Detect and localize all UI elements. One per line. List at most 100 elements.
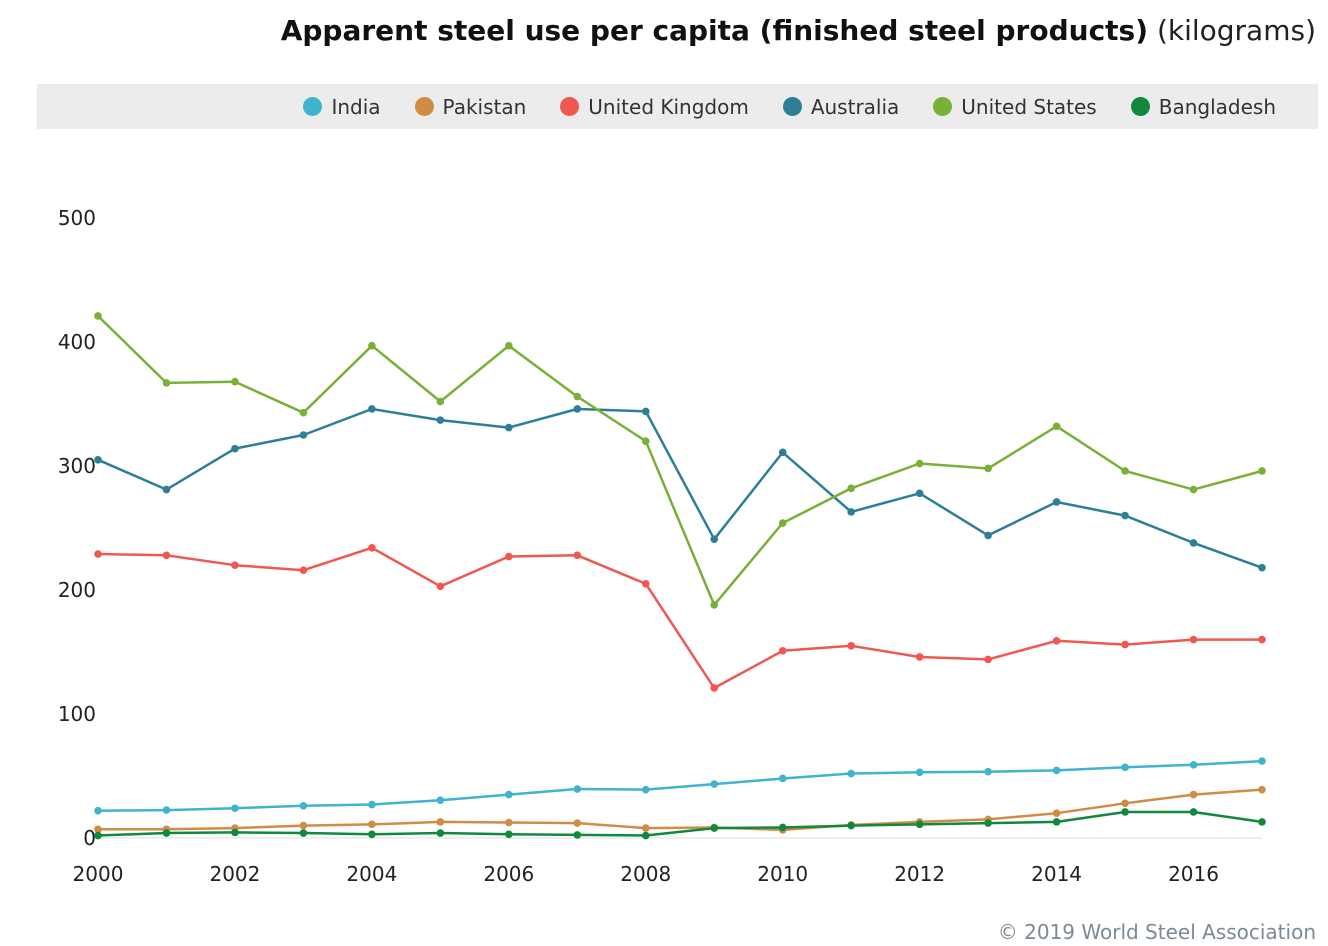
legend-item-australia[interactable]: Australia bbox=[782, 94, 900, 119]
data-point-united-states bbox=[573, 392, 582, 401]
data-point-united-states bbox=[505, 341, 513, 350]
chart-title-main: Apparent steel use per capita (finished … bbox=[280, 14, 1149, 47]
data-point-united-states bbox=[231, 377, 239, 386]
legend-dot-icon bbox=[560, 97, 580, 116]
data-point-bangladesh bbox=[1121, 808, 1129, 816]
data-point-bangladesh bbox=[299, 829, 308, 837]
data-point-pakistan bbox=[505, 818, 513, 827]
data-point-india bbox=[368, 800, 376, 809]
series-line-india bbox=[97, 759, 1263, 812]
data-point-pakistan bbox=[299, 821, 308, 830]
legend-label: Bangladesh bbox=[1158, 94, 1276, 119]
data-point-united-states bbox=[162, 379, 171, 387]
x-tick-label: 2002 bbox=[209, 862, 260, 886]
data-point-united-states bbox=[94, 312, 102, 320]
legend-label: Australia bbox=[810, 94, 900, 119]
data-point-bangladesh bbox=[162, 829, 171, 837]
y-tick-label: 400 bbox=[58, 330, 96, 354]
data-point-united-states bbox=[1052, 422, 1061, 431]
legend-items: India Pakistan United Kingdom Australia Unit… bbox=[269, 84, 1276, 129]
legend-item-united-states[interactable]: United States bbox=[933, 94, 1097, 119]
legend-item-united-kingdom[interactable]: United Kingdom bbox=[560, 95, 749, 119]
data-point-india bbox=[1052, 766, 1061, 775]
y-tick-label: 0 bbox=[83, 826, 96, 850]
data-point-bangladesh bbox=[505, 830, 513, 839]
data-point-united-kingdom bbox=[1258, 635, 1266, 644]
data-point-united-kingdom bbox=[847, 642, 855, 650]
data-point-pakistan bbox=[641, 824, 650, 832]
x-tick-label: 2008 bbox=[620, 862, 671, 886]
x-tick-label: 2004 bbox=[346, 862, 397, 886]
data-point-australia bbox=[984, 531, 992, 540]
legend-dot-icon bbox=[414, 97, 434, 116]
data-point-united-states bbox=[915, 459, 924, 468]
data-point-india bbox=[1121, 763, 1129, 772]
y-tick-label: 200 bbox=[58, 578, 96, 602]
legend-item-india[interactable]: India bbox=[303, 94, 381, 119]
data-point-india bbox=[1189, 761, 1198, 769]
data-point-united-kingdom bbox=[641, 580, 650, 588]
data-point-bangladesh bbox=[710, 824, 719, 832]
data-point-india bbox=[984, 767, 992, 776]
data-point-australia bbox=[368, 405, 376, 413]
legend-dot-icon bbox=[782, 97, 802, 116]
data-point-australia bbox=[299, 431, 308, 439]
data-point-united-kingdom bbox=[505, 552, 513, 561]
data-point-united-states bbox=[1189, 485, 1198, 494]
legend-label: United States bbox=[961, 94, 1097, 119]
legend: India Pakistan United Kingdom Australia Unit… bbox=[37, 84, 1318, 129]
data-point-australia bbox=[231, 444, 239, 453]
legend-dot-icon bbox=[933, 97, 953, 116]
y-tick-label: 100 bbox=[58, 702, 96, 726]
legend-label: United Kingdom bbox=[588, 94, 749, 119]
x-tick-label: 2010 bbox=[757, 862, 808, 886]
data-point-australia bbox=[778, 448, 787, 457]
data-point-australia bbox=[710, 535, 719, 543]
data-point-united-kingdom bbox=[368, 544, 376, 552]
data-point-pakistan bbox=[1258, 785, 1266, 794]
data-point-pakistan bbox=[573, 819, 582, 827]
data-point-india bbox=[505, 790, 513, 799]
series-line-united-kingdom bbox=[97, 546, 1262, 690]
data-point-australia bbox=[162, 485, 171, 494]
data-point-united-states bbox=[710, 601, 719, 609]
data-point-pakistan bbox=[1189, 790, 1198, 799]
chart-title-unit: (kilograms) bbox=[1156, 14, 1316, 47]
data-point-united-kingdom bbox=[436, 582, 445, 591]
data-point-bangladesh bbox=[915, 820, 924, 829]
data-point-bangladesh bbox=[847, 821, 855, 830]
data-point-bangladesh bbox=[368, 830, 376, 839]
data-point-united-kingdom bbox=[162, 551, 171, 560]
series-line-pakistan bbox=[98, 788, 1263, 832]
data-point-united-kingdom bbox=[299, 566, 308, 574]
y-tick-label: 500 bbox=[58, 206, 96, 230]
data-point-united-states bbox=[299, 408, 308, 417]
data-point-australia bbox=[436, 416, 445, 424]
data-point-india bbox=[231, 804, 239, 813]
data-point-india bbox=[162, 806, 171, 814]
x-tick-label: 2016 bbox=[1168, 862, 1219, 886]
legend-label: Pakistan bbox=[442, 94, 527, 119]
data-point-united-kingdom bbox=[1121, 640, 1129, 649]
data-point-united-kingdom bbox=[984, 655, 992, 664]
data-point-bangladesh bbox=[573, 831, 582, 839]
legend-label: India bbox=[331, 94, 381, 119]
legend-dot-icon bbox=[303, 97, 323, 116]
data-point-united-kingdom bbox=[1189, 635, 1198, 644]
legend-item-bangladesh[interactable]: Bangladesh bbox=[1130, 94, 1276, 119]
series-line-australia bbox=[97, 407, 1263, 569]
legend-item-pakistan[interactable]: Pakistan bbox=[414, 94, 527, 119]
data-point-united-kingdom bbox=[915, 653, 924, 661]
data-point-pakistan bbox=[94, 825, 102, 834]
data-point-united-kingdom bbox=[94, 550, 102, 558]
data-point-australia bbox=[1121, 511, 1129, 520]
data-point-bangladesh bbox=[231, 828, 239, 837]
series-line-bangladesh bbox=[97, 810, 1263, 837]
copyright-notice: © 2019 World Steel Association bbox=[997, 920, 1316, 944]
data-point-bangladesh bbox=[1258, 818, 1266, 826]
data-point-bangladesh bbox=[641, 831, 650, 840]
data-point-india bbox=[847, 769, 855, 778]
data-point-united-states bbox=[778, 519, 787, 527]
data-point-australia bbox=[915, 489, 924, 498]
data-point-australia bbox=[1189, 539, 1198, 547]
